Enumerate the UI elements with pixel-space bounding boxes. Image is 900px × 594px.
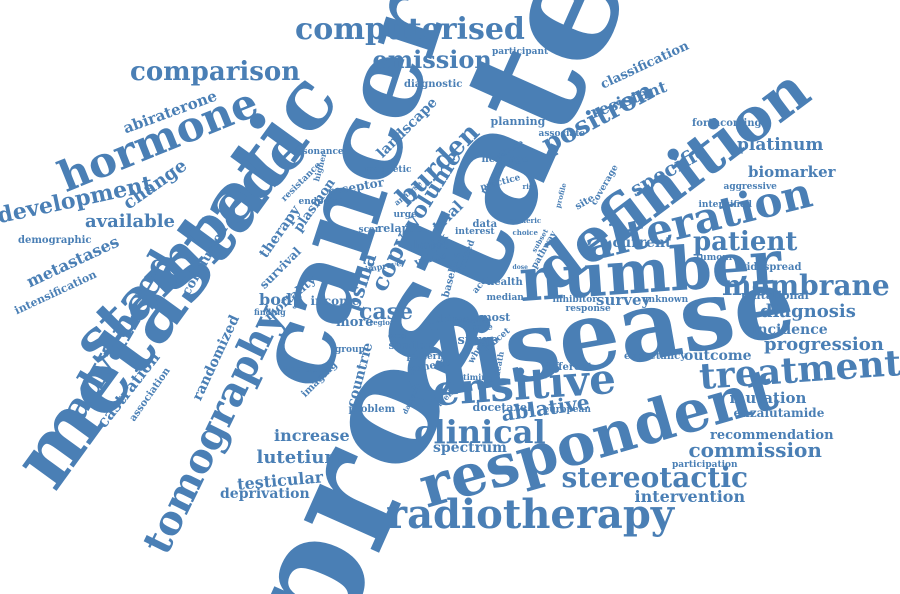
word-cloud-term: recommendation — [710, 427, 834, 443]
word-cloud-term: lutetium — [256, 447, 344, 468]
word-cloud-term: biomarker — [748, 162, 836, 181]
word-cloud-term: reliability — [453, 315, 492, 325]
word-cloud-term: pattern — [406, 351, 444, 362]
word-cloud-term: stereotactic — [561, 461, 749, 494]
word-cloud-term: surge — [457, 332, 499, 348]
word-cloud-term: heritage — [481, 154, 529, 165]
word-cloud-term: patient — [693, 227, 798, 257]
word-cloud-term: docetaxel — [472, 400, 532, 414]
word-cloud-term: endpoint — [298, 196, 344, 207]
word-cloud-term: case — [359, 299, 414, 325]
word-cloud-term: problem — [348, 404, 396, 415]
word-cloud-term: membrane — [722, 269, 890, 302]
word-cloud-term: mutational — [741, 288, 809, 302]
word-cloud-term: computerised — [295, 12, 525, 47]
word-cloud-term: european — [543, 404, 591, 415]
word-cloud-term: progression — [764, 334, 884, 355]
word-cloud-term: survey — [596, 290, 651, 309]
word-cloud-term: health — [487, 277, 523, 288]
word-cloud-term: mutation — [729, 388, 807, 407]
word-cloud-term: outcome — [684, 348, 752, 364]
word-cloud-term: intensified — [698, 199, 752, 210]
word-cloud-term: data — [472, 219, 498, 230]
word-cloud-term: urge — [393, 209, 417, 220]
word-cloud-term: incidence — [752, 322, 828, 338]
word-cloud-term: widespread — [738, 262, 802, 273]
word-cloud-term: participant — [492, 46, 549, 57]
word-cloud-term: therapies — [284, 364, 332, 375]
word-cloud-term: inhibitor — [552, 294, 598, 305]
word-cloud-term: current — [612, 235, 672, 251]
word-cloud-term: emission — [372, 45, 492, 74]
word-cloud-term: body — [259, 290, 302, 309]
word-cloud-term: response — [565, 303, 611, 314]
word-cloud-term: aggressive — [723, 181, 777, 192]
word-cloud-term: demographic — [18, 235, 92, 246]
word-cloud-term: dose — [512, 264, 528, 271]
word-cloud-term: region — [369, 317, 395, 327]
word-cloud-term: expectancy — [624, 351, 687, 362]
word-cloud-term: finding — [254, 307, 286, 317]
word-cloud-term: magnetic — [364, 164, 412, 175]
word-cloud-term: driver — [435, 314, 469, 325]
word-cloud-term: unknown — [642, 294, 689, 305]
word-cloud-term: available — [85, 211, 175, 232]
word-cloud-term: deprivation — [220, 486, 310, 502]
word-cloud-term: lmics — [413, 238, 449, 252]
word-cloud-term: more — [336, 314, 374, 330]
word-cloud-term: spectrum — [433, 440, 507, 456]
word-cloud-term: different — [543, 362, 593, 373]
word-cloud-term: scan — [358, 224, 382, 235]
word-cloud-term: income — [310, 294, 360, 308]
word-cloud-term: comparison — [130, 57, 301, 87]
word-cloud-term: commission — [688, 438, 822, 462]
word-cloud-term: interest — [455, 226, 495, 237]
word-cloud-term: platinum — [737, 134, 824, 155]
word-cloud-term: choice — [512, 227, 538, 237]
word-cloud-term: diagnosis — [760, 301, 856, 322]
word-cloud-term: rise — [522, 181, 538, 191]
word-cloud-term: intervention — [634, 487, 746, 506]
word-cloud-term: participation — [672, 459, 738, 470]
word-cloud-term: forthcoming — [692, 118, 762, 129]
word-cloud-term: radiotherapy — [386, 491, 675, 538]
word-cloud-term: group — [335, 344, 365, 355]
word-cloud-term: clinical — [414, 413, 546, 451]
word-cloud-term: associate — [538, 128, 586, 139]
word-cloud-term: relapse — [377, 221, 423, 235]
word-cloud-term: care — [471, 322, 493, 333]
word-cloud-term: ecog — [388, 330, 407, 340]
word-cloud-term: timing — [463, 372, 493, 382]
word-cloud-term: diagnostic — [404, 79, 463, 90]
word-cloud-term: enzalutamide — [733, 406, 825, 420]
word-cloud-term: increase — [274, 426, 350, 445]
word-cloud-term: most — [480, 310, 511, 324]
word-cloud-term: tumour — [696, 252, 734, 263]
word-cloud-term: median — [486, 292, 524, 303]
word-cloud-term: planning — [490, 114, 546, 128]
word-cloud-term: resonance — [292, 146, 344, 157]
word-cloud-term: numeric — [508, 215, 542, 225]
word-cloud-term: similar — [388, 338, 432, 352]
